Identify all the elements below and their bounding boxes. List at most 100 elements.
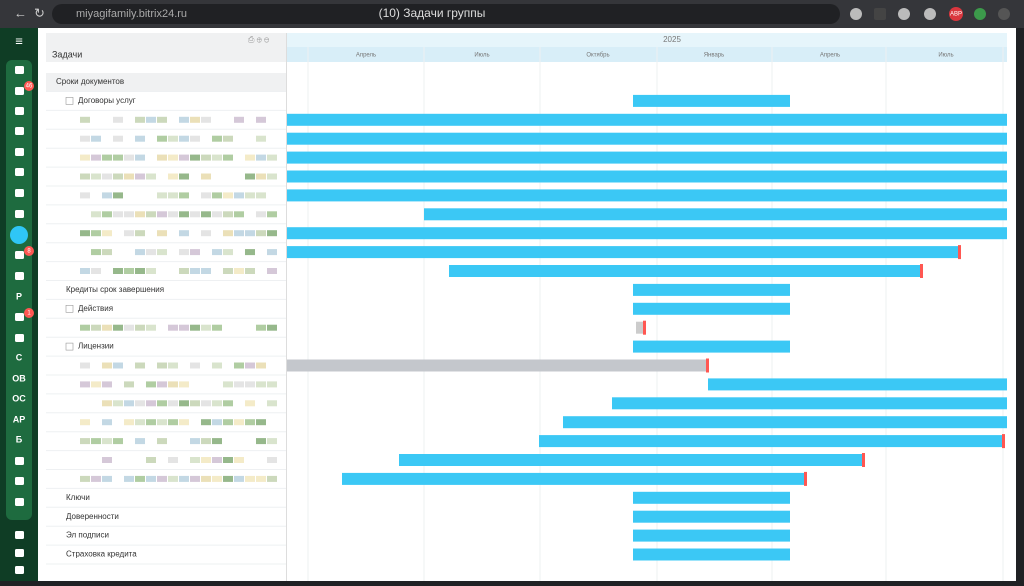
blurred-text [80, 381, 90, 388]
nav-icon[interactable] [15, 477, 24, 485]
blurred-text [102, 249, 112, 256]
blurred-text [168, 400, 178, 407]
nav-icon[interactable] [15, 566, 24, 574]
task-bar[interactable] [287, 189, 1007, 202]
nav-icon[interactable] [15, 87, 24, 95]
blurred-text [179, 230, 189, 237]
reload-button[interactable]: ↻ [34, 5, 45, 20]
right-frame [1016, 28, 1024, 581]
task-label[interactable]: Договоры услуг [78, 96, 136, 105]
task-label[interactable]: Действия [78, 304, 113, 313]
badge [24, 246, 34, 256]
task-bar[interactable] [708, 378, 1007, 391]
task-label[interactable]: Страховка кредита [66, 550, 137, 559]
blurred-text [113, 268, 123, 274]
nav-icon[interactable] [15, 549, 24, 557]
task-bar[interactable] [633, 529, 790, 542]
collapse-toggle[interactable] [65, 97, 74, 105]
nav-icon[interactable] [15, 457, 24, 465]
task-label[interactable]: Сроки документов [56, 77, 124, 86]
blurred-text [256, 116, 266, 123]
blurred-text [179, 135, 189, 142]
task-bar[interactable] [449, 265, 922, 277]
task-bar[interactable] [287, 151, 1007, 164]
blurred-text [168, 211, 178, 218]
task-label[interactable]: Лицензии [78, 342, 114, 351]
nav-letter[interactable]: Р [16, 291, 22, 301]
nav-icon[interactable] [15, 107, 24, 115]
nav-icon[interactable] [15, 189, 24, 197]
task-label[interactable]: Кредиты срок завершения [66, 285, 164, 294]
task-bar[interactable] [633, 548, 790, 561]
task-bar[interactable] [633, 491, 790, 504]
task-bar[interactable] [287, 246, 960, 259]
nav-letter[interactable]: Б [16, 434, 23, 444]
blurred-text [179, 116, 189, 123]
task-label[interactable]: Эл подписи [66, 531, 109, 540]
menu-icon[interactable]: ≡ [15, 33, 23, 48]
nav-icon[interactable] [15, 66, 24, 74]
blurred-text [201, 457, 211, 463]
address-box[interactable] [52, 4, 840, 24]
blurred-text [168, 192, 178, 199]
nav-active[interactable] [10, 226, 28, 244]
task-bar[interactable] [287, 227, 1007, 240]
blurred-text [113, 211, 123, 218]
blurred-text [212, 457, 222, 463]
task-bar[interactable] [633, 283, 790, 296]
nav-icon[interactable] [15, 334, 24, 342]
nav-icon[interactable] [15, 127, 24, 135]
blurred-text [234, 192, 244, 199]
task-bar[interactable] [424, 208, 1007, 221]
collapse-toggle[interactable] [65, 342, 74, 351]
task-bar[interactable] [633, 510, 790, 523]
blurred-text [124, 324, 134, 331]
nav-icon[interactable] [15, 498, 24, 506]
task-bar[interactable] [287, 132, 1007, 145]
deadline-mark [1002, 434, 1005, 449]
task-bar[interactable] [399, 454, 864, 466]
blurred-text [256, 475, 266, 482]
task-bar[interactable] [287, 113, 1007, 126]
blurred-text [91, 268, 101, 274]
back-button[interactable]: ← [14, 5, 27, 20]
blurred-text [190, 154, 200, 161]
task-bar[interactable] [563, 416, 1007, 429]
task-bar[interactable] [342, 472, 806, 485]
blurred-text [124, 419, 134, 426]
blurred-text [146, 268, 156, 274]
nav-icon[interactable] [15, 148, 24, 156]
task-label[interactable]: Доверенности [66, 512, 119, 521]
blurred-text [212, 475, 222, 482]
toolbar-icons[interactable]: ⎙ ⊕ ⊖ [248, 35, 270, 44]
nav-icon[interactable] [15, 168, 24, 176]
blurred-text [157, 192, 167, 199]
blurred-text [179, 192, 189, 199]
nav-icon[interactable] [15, 531, 24, 539]
adblock-icon[interactable] [949, 7, 963, 21]
task-bar[interactable] [633, 94, 790, 107]
nav-icon[interactable] [15, 272, 24, 280]
nav-icon[interactable] [15, 251, 24, 259]
nav-letter[interactable]: АР [13, 414, 26, 424]
task-bar[interactable] [539, 435, 1004, 448]
collapse-toggle[interactable] [65, 304, 74, 313]
task-bar[interactable] [633, 302, 790, 315]
blurred-text [201, 268, 211, 274]
task-label[interactable]: Ключи [66, 493, 90, 502]
task-bar[interactable] [287, 170, 1007, 183]
nav-letter[interactable]: С [16, 352, 23, 362]
nav-icon[interactable] [15, 210, 24, 218]
task-bar[interactable] [636, 321, 645, 334]
task-bar[interactable] [287, 359, 708, 372]
task-bar[interactable] [633, 340, 790, 353]
nav-letter[interactable]: ОС [12, 393, 26, 403]
nav-icon[interactable] [15, 313, 24, 321]
url: miyagifamily.bitrix24.ru [76, 8, 187, 20]
blurred-text [124, 154, 134, 161]
task-bar[interactable] [612, 397, 1007, 410]
nav-letter[interactable]: ОВ [12, 373, 26, 383]
blurred-text [256, 192, 266, 199]
blurred-text [80, 362, 90, 369]
group-row [46, 73, 286, 91]
